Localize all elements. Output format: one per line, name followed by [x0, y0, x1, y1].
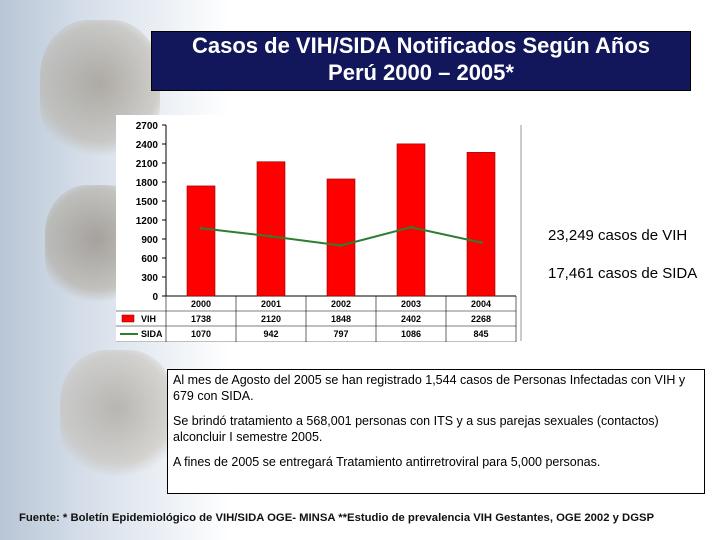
bar-vih-2001 [256, 161, 286, 297]
table-value-vih: 2268 [471, 314, 491, 324]
table-value-vih: 1738 [191, 314, 211, 324]
y-tick-label: 2100 [136, 159, 159, 170]
x-category-label: 2003 [401, 299, 421, 309]
note-sida-total: 17,461 casos de SIDA [548, 265, 698, 282]
table-value-vih: 1848 [331, 314, 351, 324]
bar-vih-2003 [396, 143, 426, 297]
y-tick-label: 900 [141, 235, 158, 246]
x-category-label: 2002 [331, 299, 351, 309]
point-sida-2004 [479, 240, 483, 244]
table-value-vih: 2120 [261, 314, 281, 324]
y-tick-label: 600 [141, 254, 158, 265]
legend-label-sida: SIDA [141, 329, 163, 339]
info-paragraph-2: Se brindó tratamiento a 568,001 personas… [173, 414, 659, 444]
x-category-label: 2001 [261, 299, 281, 309]
point-sida-2003 [409, 225, 413, 229]
y-tick-label: 0 [152, 292, 158, 303]
x-category-label: 2004 [471, 299, 491, 309]
table-value-vih: 2402 [401, 314, 421, 324]
source-footer: Fuente: * Boletín Epidemiológico de VIH/… [19, 512, 655, 524]
y-tick-label: 1800 [136, 178, 159, 189]
slide-title: Casos de VIH/SIDA Notificados Según Años… [151, 31, 691, 91]
bar-vih-2002 [326, 178, 356, 297]
cases-chart: 2700 2400 2100 1800 1500 1200 900 600 300 0 2000 20… [116, 121, 522, 343]
y-tick-label: 300 [141, 273, 158, 284]
table-value-sida: 942 [263, 329, 278, 339]
table-value-sida: 1086 [401, 329, 421, 339]
x-category-label: 2000 [191, 299, 211, 309]
title-line-2: Perú 2000 – 2005* [328, 60, 514, 85]
point-sida-2002 [339, 244, 343, 248]
y-tick-label: 2700 [136, 121, 159, 132]
y-tick-label: 1200 [136, 216, 159, 227]
note-vih-total: 23,249 casos de VIH [548, 227, 688, 244]
y-tick-label: 1500 [136, 197, 159, 208]
info-box: Al mes de Agosto del 2005 se han registr… [167, 369, 705, 494]
point-sida-2000 [199, 226, 203, 230]
legend-label-vih: VIH [141, 314, 156, 324]
title-line-1: Casos de VIH/SIDA Notificados Según Años [192, 33, 650, 58]
bar-vih-2000 [186, 185, 216, 297]
info-paragraph-1: Al mes de Agosto del 2005 se han registr… [173, 373, 686, 403]
chart-area: 2700 2400 2100 1800 1500 1200 900 600 300 0 2000 20… [116, 115, 522, 343]
y-tick-label: 2400 [136, 140, 159, 151]
legend-swatch-vih [121, 314, 135, 323]
info-paragraph-3: A fines de 2005 se entregará Tratamiento… [173, 455, 601, 469]
child-photo-bottom [60, 350, 175, 480]
point-sida-2001 [269, 234, 273, 238]
bar-vih-2004 [466, 152, 496, 297]
table-value-sida: 845 [473, 329, 488, 339]
table-value-sida: 797 [333, 329, 348, 339]
table-value-sida: 1070 [191, 329, 211, 339]
